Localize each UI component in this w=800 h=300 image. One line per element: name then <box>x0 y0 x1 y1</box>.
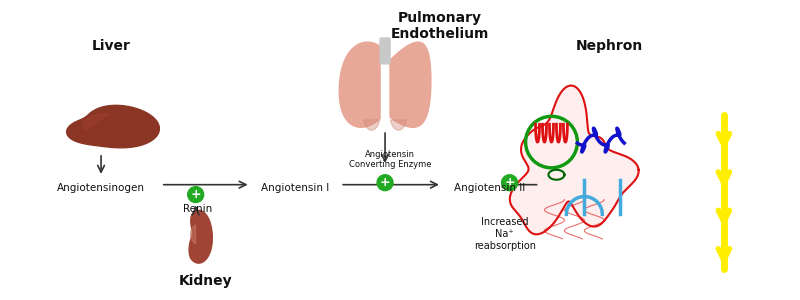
Text: Angiotensin
Converting Enzyme: Angiotensin Converting Enzyme <box>349 150 431 170</box>
Text: Angiotensin I: Angiotensin I <box>262 183 330 193</box>
FancyBboxPatch shape <box>380 48 390 54</box>
FancyBboxPatch shape <box>380 38 390 44</box>
FancyBboxPatch shape <box>380 43 390 49</box>
FancyBboxPatch shape <box>380 58 390 64</box>
Circle shape <box>377 175 393 190</box>
Polygon shape <box>83 114 108 131</box>
Polygon shape <box>339 42 380 127</box>
Text: +: + <box>380 176 390 189</box>
Text: +: + <box>190 188 201 201</box>
Text: Angiotensin II: Angiotensin II <box>454 183 526 193</box>
Text: +: + <box>504 176 515 189</box>
Text: Pulmonary
Endothelium: Pulmonary Endothelium <box>390 11 489 41</box>
Polygon shape <box>390 120 406 130</box>
Polygon shape <box>390 42 431 127</box>
Text: Angiotensinogen: Angiotensinogen <box>57 183 145 193</box>
Text: Nephron: Nephron <box>576 39 643 53</box>
Text: Liver: Liver <box>91 39 130 53</box>
Text: Renin: Renin <box>183 205 212 214</box>
Text: Kidney: Kidney <box>179 274 233 288</box>
Polygon shape <box>510 85 638 234</box>
Text: Increased
Na⁺
reabsorption: Increased Na⁺ reabsorption <box>474 218 536 250</box>
Circle shape <box>502 175 518 190</box>
Polygon shape <box>190 225 195 243</box>
Circle shape <box>188 187 204 202</box>
Polygon shape <box>66 105 159 148</box>
FancyBboxPatch shape <box>380 53 390 59</box>
Polygon shape <box>189 210 212 263</box>
Polygon shape <box>363 120 380 130</box>
